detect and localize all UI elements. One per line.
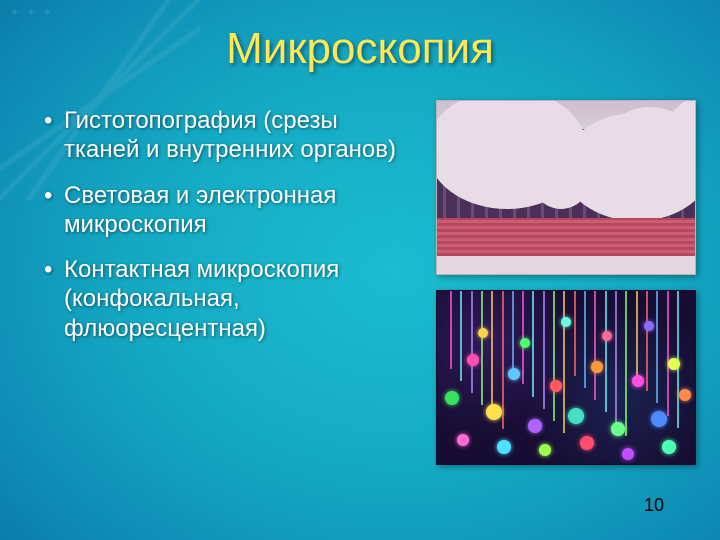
cell-dot: [580, 436, 594, 450]
histology-gap: [609, 137, 651, 193]
bullet-text: Контактная микроскопия (конфокальная, фл…: [64, 256, 339, 342]
cell-dot: [508, 368, 520, 380]
page-number: 10: [644, 495, 664, 516]
bullet-text: Гистотопография (срезы тканей и внутренн…: [64, 107, 396, 163]
cell-dot: [478, 328, 488, 338]
cell-dot: [457, 434, 469, 446]
cell-dot: [644, 321, 654, 331]
image-histology: [436, 100, 696, 275]
cell-dot: [611, 422, 625, 436]
cell-dot: [651, 411, 667, 427]
histology-serosa: [437, 256, 695, 274]
bullet-item: Контактная микроскопия (конфокальная, фл…: [44, 255, 404, 343]
cell-dot: [662, 440, 676, 454]
cell-dot: [602, 331, 612, 341]
cell-dot: [528, 419, 542, 433]
histology-muscle-layer: [437, 218, 695, 256]
cell-dot: [561, 317, 571, 327]
cell-dot: [568, 408, 584, 424]
slide: ✦ ✦ ✦ · · · · Микроскопия Гистотопографи…: [0, 0, 720, 540]
cell-dot: [467, 354, 479, 366]
cell-dot: [679, 389, 691, 401]
fluorescent-cells: [437, 291, 695, 464]
histology-gap: [533, 141, 589, 209]
cell-dot: [497, 440, 511, 454]
bullet-text: Световая и электронная микроскопия: [64, 182, 336, 238]
cell-dot: [539, 444, 551, 456]
image-fluorescent: [436, 290, 696, 465]
slide-title: Микроскопия: [0, 24, 720, 74]
bullet-item: Световая и электронная микроскопия: [44, 181, 404, 240]
cell-dot: [668, 358, 680, 370]
cell-dot: [632, 375, 644, 387]
bullet-list: Гистотопография (срезы тканей и внутренн…: [44, 106, 404, 359]
cell-dot: [486, 404, 502, 420]
cell-dot: [445, 391, 459, 405]
cell-dot: [622, 448, 634, 460]
cell-dot: [520, 338, 530, 348]
cell-dot: [591, 361, 603, 373]
cell-dot: [550, 380, 562, 392]
bullet-item: Гистотопография (срезы тканей и внутренн…: [44, 106, 404, 165]
